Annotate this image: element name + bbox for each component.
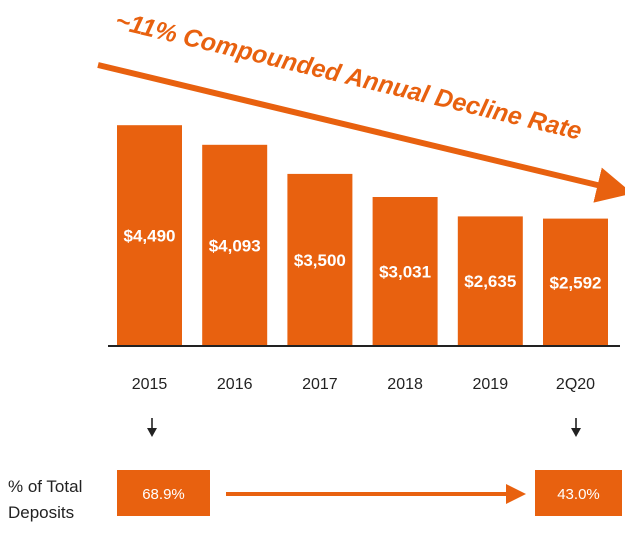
x-tick-label: 2016: [217, 376, 253, 393]
tick-labels: 2015 2016 2017 2018 2019 2Q20: [132, 376, 595, 393]
bar-2017: [287, 173, 353, 346]
bar-value-label: $3,031: [379, 263, 431, 282]
bar-value-label: $2,592: [550, 273, 602, 292]
deposits-end-value: 43.0%: [557, 486, 600, 503]
bar-2q20: [543, 218, 608, 346]
deposits-label-line2: Deposits: [8, 503, 74, 522]
down-arrow-icon: [571, 418, 581, 437]
bar-value-label: $2,635: [464, 272, 516, 291]
x-tick-label: 2019: [473, 376, 509, 393]
bar-2018: [372, 197, 438, 346]
bar-2016: [202, 144, 268, 346]
bar-value-label: $4,093: [209, 236, 261, 255]
x-tick-label: 2017: [302, 376, 338, 393]
deposits-start-box: [117, 470, 210, 516]
deposits-label-line1: % of Total: [8, 477, 82, 496]
bars-layer: $4,490 $4,093 $3,500 $3,031 $2,635 $2,592: [117, 125, 608, 346]
bar-value-label: $3,500: [294, 251, 346, 270]
bar-value-label: $4,490: [124, 227, 176, 246]
bar-2019: [457, 216, 523, 346]
deposits-end-box: [535, 470, 622, 516]
x-tick-label: 2018: [387, 376, 423, 393]
bar-2015: [117, 125, 182, 346]
trend-arrow: [97, 62, 625, 203]
down-arrow-icon: [147, 418, 157, 437]
x-tick-label: 2015: [132, 376, 168, 393]
deposits-start-value: 68.9%: [142, 486, 185, 503]
x-tick-label: 2Q20: [556, 376, 595, 393]
